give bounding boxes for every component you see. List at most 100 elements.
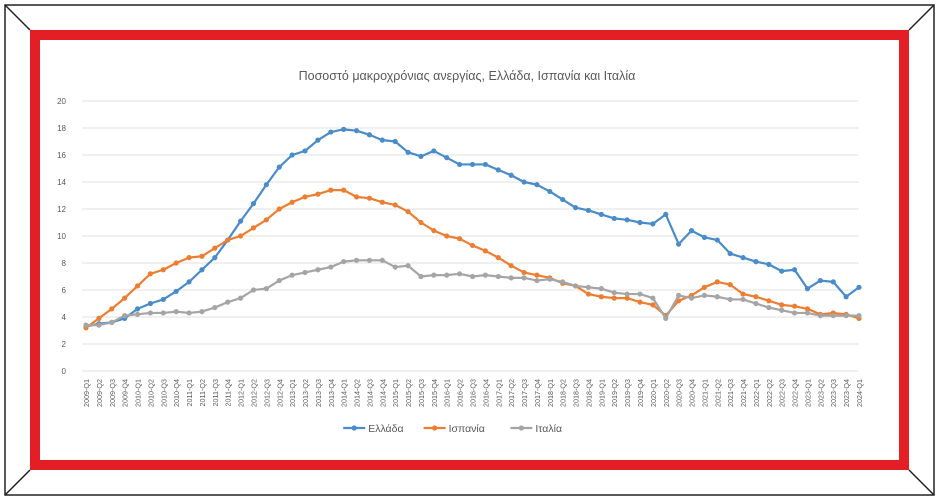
x-tick-label: 2013-Q2 bbox=[301, 379, 310, 407]
x-tick-label: 2018-Q3 bbox=[572, 379, 581, 407]
data-point bbox=[315, 137, 321, 143]
data-point bbox=[508, 275, 514, 281]
corner-line-top-left bbox=[4, 4, 31, 31]
data-point bbox=[688, 295, 695, 301]
data-point bbox=[173, 260, 179, 266]
data-point bbox=[624, 291, 630, 297]
data-point bbox=[740, 291, 746, 297]
legend-marker bbox=[432, 425, 438, 431]
data-point bbox=[598, 294, 604, 300]
data-point bbox=[199, 253, 205, 259]
data-point bbox=[366, 257, 373, 263]
data-point bbox=[753, 294, 759, 300]
data-point bbox=[482, 272, 488, 278]
y-tick-label: 0 bbox=[62, 367, 67, 376]
data-point bbox=[302, 269, 308, 276]
data-point bbox=[611, 290, 617, 296]
y-tick-label: 10 bbox=[57, 232, 66, 241]
data-point bbox=[147, 310, 154, 316]
x-tick-label: 2022-Q1 bbox=[752, 379, 761, 407]
data-point bbox=[791, 303, 798, 309]
data-point bbox=[495, 167, 501, 173]
data-point bbox=[856, 313, 862, 319]
x-tick-label: 2024-Q1 bbox=[855, 379, 864, 407]
data-point bbox=[637, 299, 643, 305]
data-point bbox=[160, 296, 166, 303]
corner-line-bottom-right bbox=[908, 469, 935, 496]
data-point bbox=[444, 155, 450, 161]
y-tick-label: 6 bbox=[62, 286, 67, 295]
data-point bbox=[341, 126, 347, 132]
data-point bbox=[212, 304, 218, 311]
data-point bbox=[263, 286, 269, 292]
x-tick-label: 2010-Q2 bbox=[146, 379, 155, 407]
data-point bbox=[779, 302, 785, 308]
data-point bbox=[572, 205, 579, 211]
data-point bbox=[843, 294, 849, 300]
data-point bbox=[134, 306, 141, 312]
data-point bbox=[225, 237, 231, 243]
data-point bbox=[186, 255, 192, 261]
x-tick-label: 2019-Q4 bbox=[636, 379, 645, 407]
data-point bbox=[457, 236, 463, 242]
data-point bbox=[624, 295, 630, 301]
data-point bbox=[611, 215, 617, 222]
y-tick-label: 20 bbox=[57, 97, 66, 106]
series-3 bbox=[83, 257, 862, 328]
red-border bbox=[30, 30, 909, 470]
data-point bbox=[431, 228, 437, 234]
data-point bbox=[766, 261, 772, 267]
data-point bbox=[804, 306, 811, 312]
data-point bbox=[585, 291, 592, 297]
data-point bbox=[688, 228, 695, 234]
x-tick-label: 2022-Q4 bbox=[791, 379, 800, 407]
x-tick-label: 2012-Q3 bbox=[262, 379, 271, 407]
data-point bbox=[534, 277, 540, 284]
x-tick-label: 2020-Q4 bbox=[688, 379, 697, 407]
data-point bbox=[263, 217, 269, 223]
y-tick-label: 8 bbox=[62, 259, 67, 268]
x-tick-label: 2012-Q2 bbox=[249, 379, 258, 407]
data-point bbox=[508, 263, 514, 269]
data-point bbox=[740, 296, 746, 303]
data-point bbox=[379, 137, 385, 143]
data-point bbox=[353, 194, 360, 200]
data-point bbox=[469, 242, 476, 249]
x-tick-label: 2009-Q3 bbox=[108, 379, 117, 407]
data-point bbox=[817, 277, 823, 284]
x-tick-label: 2023-Q4 bbox=[842, 379, 851, 407]
data-point bbox=[482, 248, 488, 254]
x-tick-label: 2009-Q1 bbox=[82, 379, 91, 407]
data-point bbox=[109, 306, 115, 312]
data-point bbox=[250, 225, 257, 231]
data-point bbox=[560, 196, 566, 203]
data-point bbox=[173, 288, 179, 294]
data-point bbox=[418, 219, 424, 226]
data-point bbox=[392, 138, 398, 145]
x-tick-label: 2016-Q2 bbox=[456, 379, 465, 407]
data-point bbox=[650, 302, 656, 308]
data-point bbox=[405, 263, 411, 269]
data-point bbox=[534, 182, 540, 188]
x-tick-label: 2010-Q3 bbox=[159, 379, 168, 407]
data-point bbox=[663, 315, 669, 321]
data-point bbox=[302, 148, 308, 154]
x-tick-label: 2009-Q2 bbox=[95, 379, 104, 407]
data-point bbox=[701, 284, 708, 290]
data-point bbox=[289, 152, 295, 158]
x-tick-label: 2012-Q4 bbox=[275, 379, 284, 407]
x-tick-label: 2018-Q1 bbox=[546, 379, 555, 407]
data-point bbox=[276, 164, 282, 170]
x-tick-label: 2020-Q3 bbox=[675, 379, 684, 407]
x-tick-label: 2009-Q4 bbox=[121, 379, 130, 407]
data-point bbox=[173, 309, 179, 315]
x-tick-label: 2019-Q1 bbox=[597, 379, 606, 407]
data-point bbox=[444, 272, 450, 278]
legend-label: Ελλάδα bbox=[368, 423, 403, 435]
x-tick-label: 2015-Q2 bbox=[404, 379, 413, 407]
data-point bbox=[238, 218, 244, 224]
data-point bbox=[727, 282, 733, 288]
data-point bbox=[289, 272, 295, 278]
gridlines bbox=[82, 100, 859, 372]
y-tick-label: 14 bbox=[57, 178, 66, 187]
